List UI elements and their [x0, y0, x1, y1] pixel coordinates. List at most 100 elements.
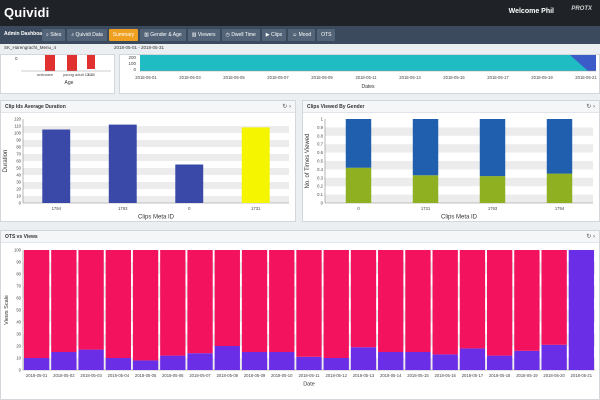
- bar[interactable]: [412, 175, 439, 203]
- refresh-icon[interactable]: ↻: [282, 104, 288, 110]
- bar[interactable]: [323, 250, 349, 358]
- bar[interactable]: [345, 167, 372, 203]
- bar[interactable]: [269, 250, 295, 352]
- bar[interactable]: [487, 355, 513, 370]
- grid-band: [23, 168, 289, 175]
- bar[interactable]: [214, 250, 240, 346]
- grid-band: [325, 127, 593, 136]
- bar[interactable]: [432, 250, 458, 355]
- bar[interactable]: [568, 250, 595, 370]
- chevron-right-icon[interactable]: ›: [289, 104, 291, 110]
- bar[interactable]: [160, 250, 186, 356]
- y-tick-label: 0.5: [317, 159, 323, 164]
- date-range[interactable]: 2018-05-01 - 2018-05-31: [114, 45, 165, 50]
- nav-tab-dwell-time[interactable]: ◷ Dwell Time: [221, 29, 260, 41]
- bar[interactable]: [42, 129, 71, 204]
- bar[interactable]: [160, 355, 186, 370]
- bar[interactable]: [187, 250, 213, 354]
- bar[interactable]: [479, 119, 506, 177]
- bar[interactable]: [345, 119, 372, 168]
- bar[interactable]: [546, 173, 573, 203]
- bar[interactable]: [350, 250, 377, 348]
- bar[interactable]: [132, 360, 159, 370]
- bar[interactable]: [296, 250, 322, 357]
- x-axis-label: Date: [303, 381, 315, 387]
- bar[interactable]: [514, 250, 540, 351]
- bar[interactable]: [459, 250, 486, 349]
- bar[interactable]: [23, 358, 50, 370]
- x-axis-label: Clips Meta ID: [441, 214, 478, 220]
- bar[interactable]: [187, 353, 213, 370]
- bar[interactable]: [105, 250, 131, 358]
- y-tick-label: 30: [16, 180, 21, 185]
- chart-icon: ▥: [144, 32, 151, 38]
- bar[interactable]: [487, 250, 513, 356]
- bar[interactable]: [241, 127, 270, 203]
- bar[interactable]: [459, 348, 486, 370]
- y-tick-label: 1: [321, 117, 324, 122]
- nav-tab-mood[interactable]: ☺ Mood: [288, 29, 316, 41]
- nav-tab-viewers[interactable]: ▥ Viewers: [187, 29, 220, 41]
- chevron-right-icon[interactable]: ›: [593, 234, 595, 240]
- bar[interactable]: [23, 250, 50, 358]
- nav-tab-label: Viewers: [197, 32, 216, 38]
- bar[interactable]: [108, 124, 137, 203]
- chevron-right-icon[interactable]: ›: [593, 104, 595, 110]
- nav-tab-ots[interactable]: OTS: [317, 29, 336, 41]
- bar[interactable]: [241, 352, 268, 370]
- bar[interactable]: [214, 346, 240, 370]
- bar[interactable]: [323, 358, 349, 370]
- ots-views-chart: 0 10 20 30 40 50 60 70 80 90 100 2018-05-01 2018-05-…: [4, 248, 595, 387]
- bar[interactable]: [432, 354, 458, 370]
- bar[interactable]: [546, 119, 573, 174]
- bar[interactable]: [296, 356, 322, 370]
- nav-tab-sites[interactable]: ⌕ Sites: [42, 29, 66, 41]
- y-tick-label: 100: [14, 248, 22, 253]
- bar[interactable]: [405, 250, 431, 352]
- bar[interactable]: [412, 119, 439, 176]
- x-tick-label: 2018-05-03: [80, 373, 102, 378]
- y-tick-label: 0.6: [317, 150, 323, 155]
- y-tick-label: 80: [16, 272, 21, 277]
- x-tick-label: 2018-05-08: [217, 373, 239, 378]
- bar[interactable]: [541, 344, 567, 370]
- y-axis-label: Views Scale: [4, 295, 10, 325]
- bar[interactable]: [269, 352, 295, 370]
- bar[interactable]: [105, 358, 131, 370]
- bar[interactable]: [541, 250, 567, 345]
- x-tick-label: 2018-05-09: [311, 75, 333, 80]
- bar[interactable]: [378, 250, 404, 352]
- nav-tab-quividi-data[interactable]: ⌕ Quividi Data: [67, 29, 107, 41]
- bar[interactable]: [51, 250, 77, 352]
- x-tick-label: 2018-05-20: [543, 373, 565, 378]
- bar[interactable]: [78, 250, 104, 350]
- nav-tab-label: Dwell Time: [231, 32, 256, 38]
- bar[interactable]: [479, 176, 506, 203]
- welcome-text[interactable]: Welcome Phil: [508, 8, 554, 15]
- admin-dashboard-label[interactable]: Admin Dashboard: [4, 31, 48, 37]
- bar[interactable]: [51, 352, 77, 370]
- brand-title[interactable]: Quividi: [4, 5, 50, 20]
- bar[interactable]: [175, 164, 204, 204]
- site-name[interactable]: SK_Harengracht_Menu_4: [4, 45, 57, 50]
- y-tick-label: 40: [16, 320, 21, 325]
- nav-tab-summary[interactable]: Summary: [108, 29, 139, 41]
- y-tick-label: 100: [128, 61, 136, 66]
- x-tick-label: 2018-05-15: [443, 75, 465, 80]
- bar[interactable]: [78, 349, 104, 370]
- y-tick-label: 0.9: [317, 125, 323, 130]
- nav-tab-label: Sites: [50, 32, 62, 38]
- bar[interactable]: [241, 250, 268, 352]
- grid-band: [23, 140, 289, 147]
- bar[interactable]: [378, 352, 404, 370]
- bar[interactable]: [405, 352, 431, 370]
- refresh-icon[interactable]: ↻: [586, 104, 592, 110]
- nav-tab-clips[interactable]: ▶ Clips: [261, 29, 287, 41]
- bar[interactable]: [514, 350, 540, 370]
- bar[interactable]: [350, 347, 377, 370]
- y-tick-label: 40: [16, 173, 21, 178]
- bar[interactable]: [132, 250, 159, 361]
- y-tick-label: 200: [128, 55, 136, 60]
- refresh-icon[interactable]: ↻: [586, 234, 592, 240]
- nav-tab-gender-age[interactable]: ▥ Gender & Age: [140, 29, 186, 41]
